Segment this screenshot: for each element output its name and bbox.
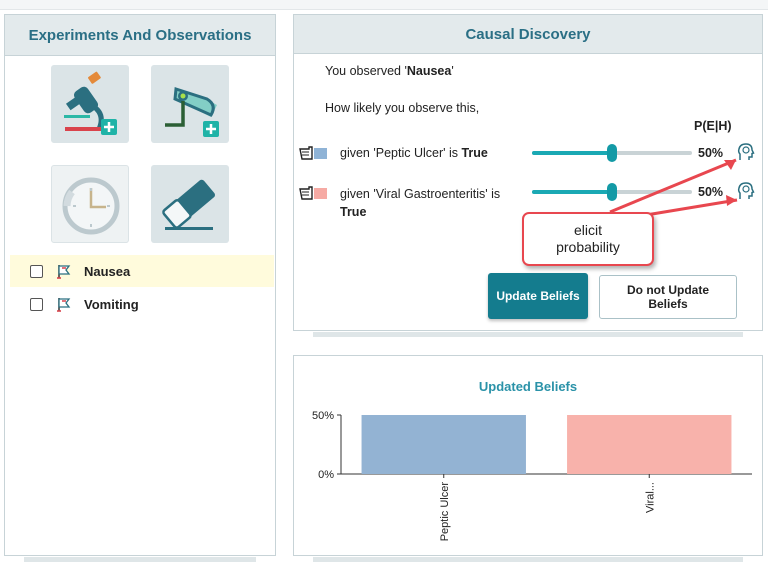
beliefs-bar-chart: 50% 0% Peptic Ulcer Viral... bbox=[294, 356, 762, 555]
bar bbox=[567, 415, 731, 474]
elicit-probability-callout: elicit probability bbox=[522, 212, 654, 266]
x-tick-label: Peptic Ulcer bbox=[439, 482, 451, 542]
panel-shadow bbox=[313, 557, 743, 562]
callout-line-1: elicit bbox=[556, 222, 620, 239]
y-tick-label: 50% bbox=[312, 410, 334, 422]
bar bbox=[362, 415, 526, 474]
callout-line-2: probability bbox=[556, 239, 620, 256]
x-tick-label: Viral... bbox=[644, 482, 656, 513]
y-tick-label: 0% bbox=[318, 469, 334, 481]
updated-beliefs-panel: Updated Beliefs 50% 0% Peptic Ulcer Viral..… bbox=[293, 355, 763, 556]
